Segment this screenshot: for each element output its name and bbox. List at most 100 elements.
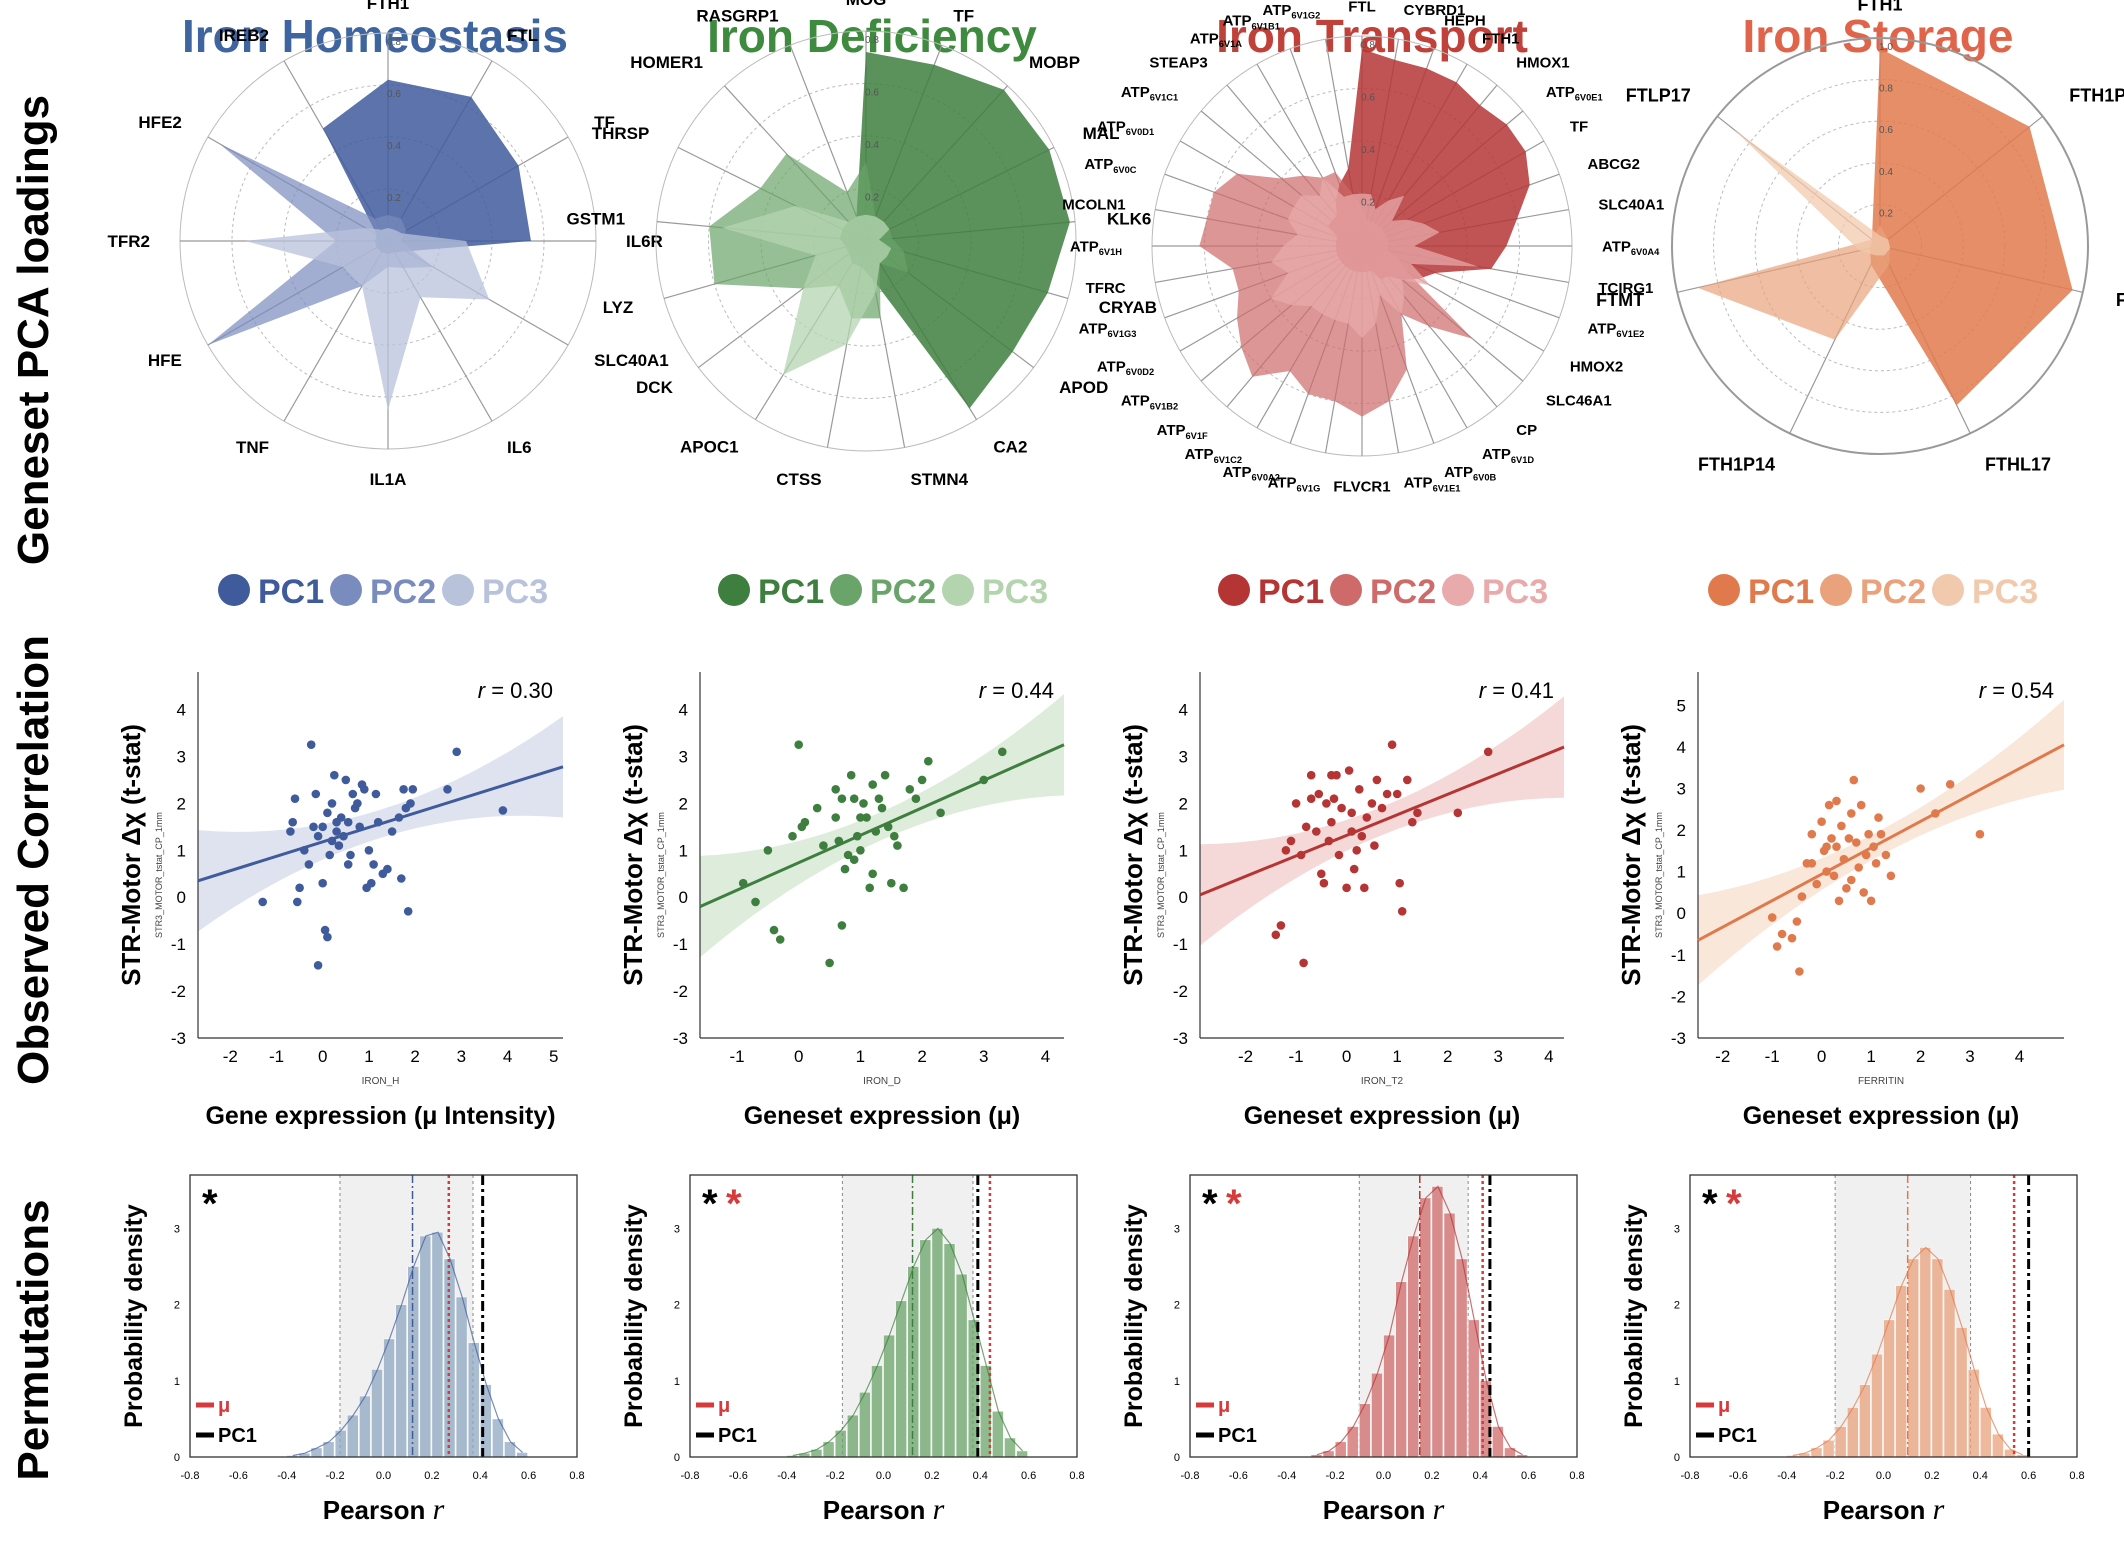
histogram-x-tick-label: 0.8 [2069, 1470, 2084, 1482]
scatter-x-label-small: IRON_H [362, 1076, 400, 1087]
radar-axis-label: TF [953, 6, 974, 25]
histogram-bar [1431, 1186, 1444, 1458]
radar-axis-label: THRSP [592, 124, 650, 143]
histogram-x-tick-label: 0.4 [473, 1470, 488, 1482]
scatter-y-label-small: STR3_MOTOR_tstat_CP_1mm [154, 812, 164, 938]
scatter-point [1453, 808, 1463, 818]
scatter-point [258, 897, 268, 907]
scatter-point [309, 822, 318, 832]
histogram-bar [1407, 1235, 1420, 1458]
radar-tick-label: 0.4 [387, 141, 401, 152]
radar-axis-label: ATP6V1G3 [1079, 320, 1137, 339]
scatter-point [1329, 794, 1339, 803]
radar-axis-label: APOC1 [680, 438, 739, 457]
scatter-x-tick-label: 2 [410, 1047, 419, 1066]
legend-marker-pc2 [1330, 574, 1362, 606]
histogram-bar [919, 1239, 932, 1458]
radar-series-pc3 [245, 228, 490, 410]
histogram-bar [1492, 1426, 1504, 1458]
histogram-y-tick-label: 0 [1174, 1452, 1180, 1464]
radar-axis-label: ATP6V0C [1084, 156, 1136, 175]
histogram-significance-star-red: * [726, 1182, 742, 1226]
scatter-point [1362, 813, 1372, 822]
scatter-point [1871, 859, 1881, 868]
radar-axis-label: IL6 [507, 438, 532, 457]
scatter-y-tick-label: -3 [171, 1029, 186, 1048]
scatter-point [1312, 827, 1321, 836]
radar-axis-label: HMOX1 [1516, 54, 1569, 71]
scatter-y-tick-label: -3 [673, 1029, 688, 1048]
histogram-y-tick-label: 1 [1674, 1376, 1680, 1388]
scatter-point [332, 817, 341, 827]
scatter-y-tick-label: 4 [177, 701, 186, 720]
scatter-point [355, 822, 365, 832]
histogram-x-tick-label: -0.8 [681, 1470, 700, 1482]
radar-tick-label: 0.2 [865, 193, 879, 204]
radar-axis-label: HFE2 [138, 113, 181, 132]
scatter-x-label: Geneset expression (μ) [744, 1102, 1021, 1130]
radar-axis-label: KLK6 [1107, 210, 1151, 229]
radar-axis-label: GSTM1 [566, 210, 625, 229]
scatter-point [856, 813, 865, 822]
radar-axis-label: ABCG2 [1588, 156, 1641, 173]
scatter-point [1395, 878, 1404, 888]
histogram-significance-star: * [702, 1182, 718, 1226]
radar-tick-label: 1.0 [1879, 42, 1893, 53]
scatter-x-tick-label: -2 [1238, 1047, 1253, 1066]
histogram-x-tick-label: 0.8 [569, 1470, 584, 1482]
radar-series-pc1 [323, 79, 531, 254]
legend-label-pc3: PC3 [1482, 573, 1548, 611]
scatter-point [924, 756, 933, 766]
histogram-kde-line [1316, 1185, 1523, 1456]
legend-marker-pc3 [942, 574, 974, 606]
scatter-point [1291, 799, 1301, 808]
radar-axis-label: ATP6V0D1 [1097, 118, 1154, 137]
radar-axis-label: MAL [1083, 124, 1120, 143]
radar-axis-label: FTL [1348, 0, 1376, 15]
legend-label-pc2: PC2 [1370, 573, 1436, 611]
scatter-point [327, 836, 337, 846]
histogram-x-tick-label: 0.2 [924, 1470, 939, 1482]
radar-axis-label: FTH1 [1482, 30, 1520, 47]
histogram-significance-star-red: * [1726, 1182, 1742, 1226]
histogram-bar [383, 1338, 395, 1458]
scatter-x-tick-label: 1 [1866, 1047, 1875, 1066]
histogram-kde-line [792, 1227, 1024, 1457]
radar-tick-label: 0.8 [865, 35, 879, 46]
legend-label-pc1: PC1 [1748, 573, 1814, 611]
radar-series-pc3 [1271, 177, 1479, 338]
scatter-y-tick-label: 4 [679, 701, 688, 720]
scatter-point [877, 803, 887, 813]
scatter-point [905, 785, 915, 794]
radar-axis-label: FTHL17 [1985, 454, 2051, 474]
scatter-point [367, 878, 376, 888]
radar-series-pc3 [722, 205, 892, 375]
scatter-point [300, 846, 309, 855]
scatter-point [1822, 842, 1831, 851]
scatter-point [1327, 817, 1336, 827]
radar-tick-label: 0.2 [1879, 208, 1893, 219]
radar-axis-label: CRYAB [1099, 298, 1157, 317]
legend-marker-pc3 [442, 574, 474, 606]
scatter-point [1847, 809, 1856, 818]
legend-2: PC1 PC2 PC3 [1218, 573, 1548, 611]
scatter-point [325, 850, 335, 860]
scatter-x-label-small: IRON_T2 [1361, 1076, 1404, 1087]
radar-tick-label: 0.6 [1879, 125, 1893, 136]
scatter-x-tick-label: -2 [1715, 1047, 1730, 1066]
scatter-point [890, 831, 899, 841]
histogram-frame [1189, 1174, 1578, 1458]
legend-marker-pc1 [1218, 574, 1250, 606]
histogram-y-label: Probability density [120, 1204, 148, 1428]
legend-marker-pc1 [718, 574, 750, 606]
histogram-bar [1016, 1450, 1028, 1458]
radar-tick-label: 0.8 [387, 37, 401, 48]
histogram-legend-pc1-label: PC1 [1218, 1425, 1257, 1447]
histogram-y-tick-label: 3 [1174, 1223, 1180, 1235]
scatter-point [883, 822, 893, 832]
histogram-legend-mu-label: μ [718, 1395, 730, 1417]
scatter-y-tick-label: -2 [1671, 987, 1686, 1006]
scatter-y-tick-label: 1 [1179, 841, 1188, 860]
histogram-bar [883, 1334, 895, 1458]
histogram-x-tick-label: 0.2 [424, 1470, 439, 1482]
